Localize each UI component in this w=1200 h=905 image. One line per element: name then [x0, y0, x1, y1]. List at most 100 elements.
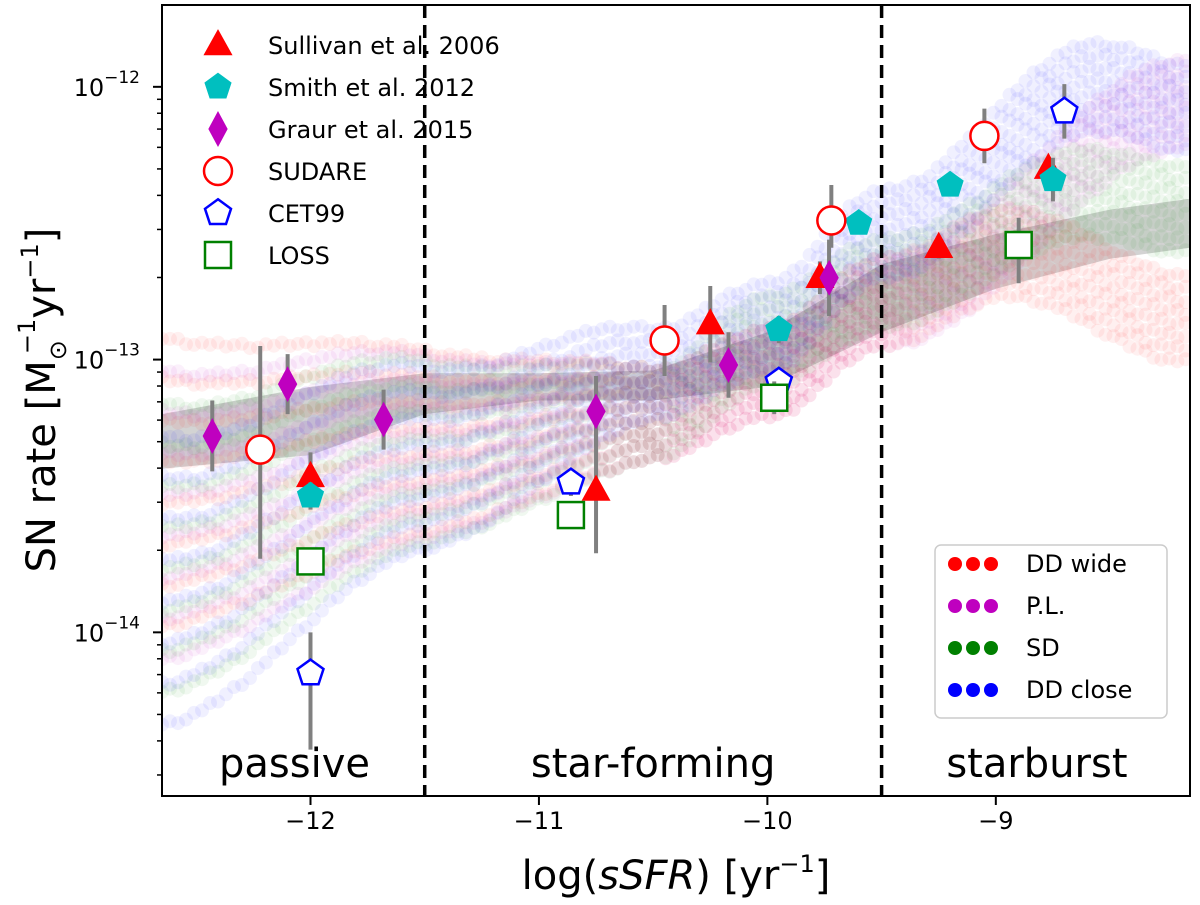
x-tick-label: −12 [285, 807, 336, 835]
model-point [338, 502, 353, 516]
model-point [658, 438, 673, 453]
model-point [482, 438, 497, 452]
model-point [562, 423, 577, 438]
model-point [890, 286, 905, 301]
model-point [682, 426, 697, 440]
model-point [778, 356, 793, 371]
model-point [946, 281, 961, 296]
model-point [1058, 257, 1073, 272]
model-point [346, 426, 361, 441]
x-axis-label: log(sSFR) [yr−1] [522, 850, 831, 899]
model-point [346, 394, 361, 409]
model-point [634, 453, 649, 468]
legend-model-dot [966, 641, 980, 655]
data-point [556, 500, 586, 530]
model-point [898, 333, 913, 348]
model-point [890, 335, 905, 350]
model-point [546, 464, 561, 479]
model-point [1114, 323, 1129, 338]
model-point [434, 501, 449, 516]
model-point [410, 421, 425, 436]
model-point [986, 253, 1001, 268]
model-point [227, 596, 241, 611]
model-point [626, 389, 641, 404]
legend-model-dot [966, 599, 980, 613]
legend-marker-pentagon [204, 72, 232, 99]
model-point [562, 442, 577, 457]
model-point [1090, 269, 1105, 284]
model-point [322, 506, 337, 521]
legend-label: SUDARE [268, 158, 367, 186]
model-point [1138, 139, 1153, 154]
model-point [171, 415, 185, 430]
model-point [962, 303, 977, 318]
model-point [219, 600, 233, 615]
model-point [938, 288, 953, 302]
model-point [1122, 304, 1137, 319]
model-point [602, 430, 617, 445]
model-point [618, 455, 633, 470]
model-point [466, 397, 481, 412]
legend-model-dot [984, 599, 998, 613]
model-point [506, 417, 521, 432]
model-point [914, 302, 929, 317]
model-point [962, 239, 977, 254]
model-point [1122, 276, 1137, 290]
model-point [290, 401, 305, 416]
model-point [970, 220, 985, 235]
model-point [842, 291, 857, 305]
model-point [530, 486, 545, 500]
model-point [179, 455, 193, 470]
model-point [1034, 281, 1049, 296]
model-point [346, 544, 361, 559]
model-point [634, 386, 649, 401]
model-point [930, 259, 945, 273]
model-point [227, 338, 241, 353]
legend-label: CET99 [268, 200, 345, 228]
model-point [458, 465, 473, 480]
model-point [370, 339, 385, 354]
model-point [322, 553, 337, 568]
model-point [706, 413, 721, 428]
data-point [649, 325, 680, 356]
model-point [195, 492, 209, 507]
model-point [1098, 263, 1113, 278]
model-point [1026, 204, 1041, 219]
model-point [746, 351, 761, 366]
model-point [794, 310, 809, 325]
model-point [1178, 128, 1190, 143]
model-point [626, 439, 641, 453]
model-point [1058, 218, 1073, 233]
model-point [682, 417, 697, 432]
model-point [962, 225, 977, 240]
model-point [1034, 246, 1049, 261]
model-point [738, 400, 753, 415]
model-point [514, 495, 529, 510]
model-point [602, 449, 617, 464]
model-point [474, 515, 489, 530]
model-point [1074, 262, 1089, 277]
model-point [258, 337, 273, 352]
model-point [330, 367, 345, 382]
model-point [243, 545, 257, 560]
model-point [594, 451, 609, 466]
model-point [298, 535, 313, 550]
model-point [850, 283, 865, 298]
model-point [914, 329, 929, 343]
model-point [746, 396, 761, 411]
model-point [243, 341, 257, 356]
model-point [778, 341, 793, 356]
model-point [954, 293, 969, 308]
legend-model-dot [948, 641, 962, 655]
model-point [354, 554, 369, 569]
model-point [354, 396, 369, 411]
model-point [1154, 130, 1169, 144]
model-point [842, 314, 857, 329]
model-point [674, 408, 689, 423]
model-point [266, 569, 281, 584]
model-point [1058, 302, 1073, 316]
model-point [378, 486, 393, 501]
model-point [978, 243, 993, 258]
model-point [698, 433, 713, 448]
model-point [362, 542, 377, 557]
